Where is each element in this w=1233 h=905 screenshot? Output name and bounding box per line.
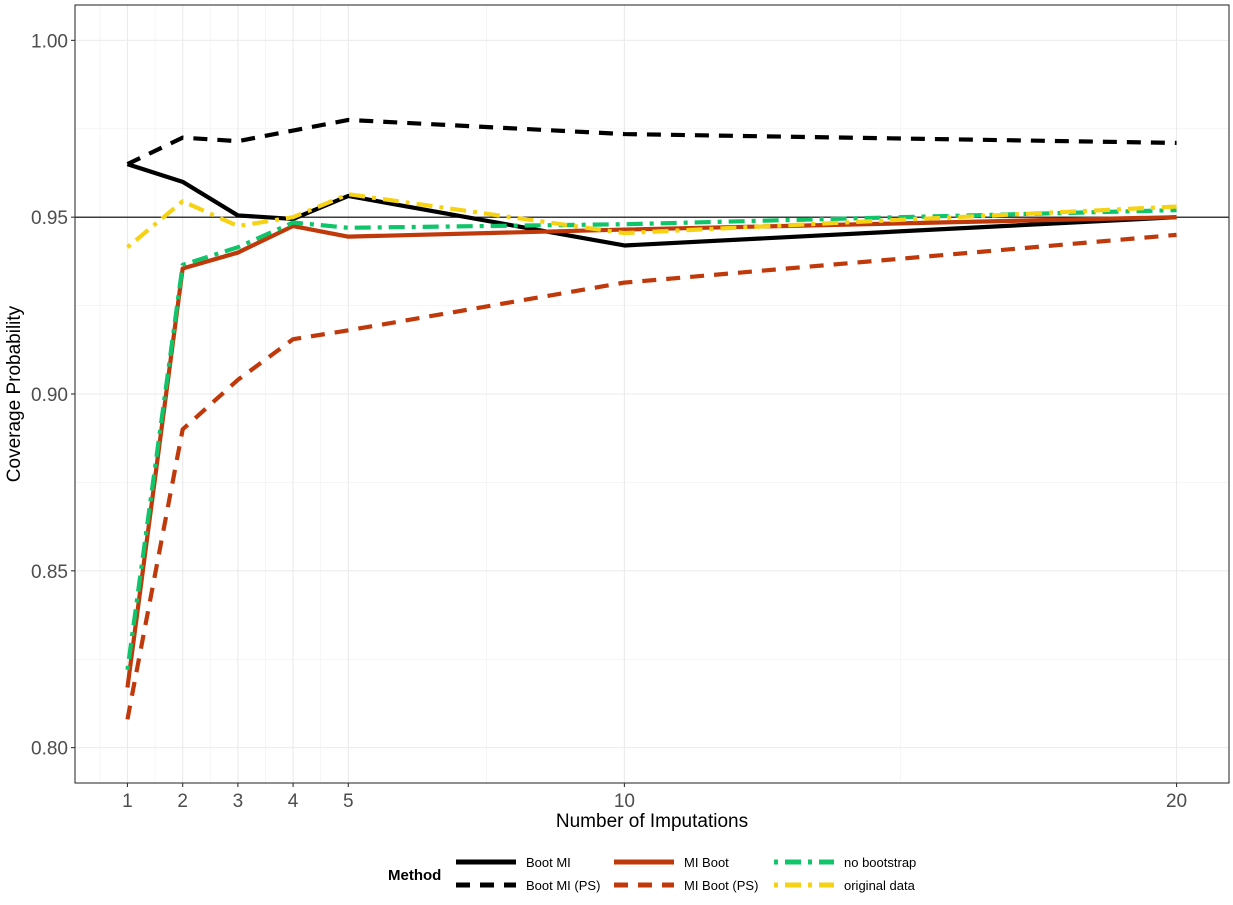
legend-title: Method (388, 867, 441, 884)
legend-label: original data (844, 878, 916, 893)
x-tick-label: 10 (614, 791, 635, 812)
x-tick-label: 4 (288, 791, 299, 812)
y-tick-label: 0.85 (31, 562, 68, 583)
y-tick-label: 0.95 (31, 208, 68, 229)
x-tick-label: 2 (177, 791, 188, 812)
series-line-original-data (126, 192, 1177, 249)
y-axis: 0.80 0.85 0.90 0.95 1.00 (31, 31, 75, 760)
y-tick-label: 0.80 (31, 739, 68, 760)
series-line-boot-mi-ps (126, 117, 1177, 167)
y-axis-title: Coverage Probability (4, 305, 25, 482)
legend-label: Boot MI (526, 855, 571, 870)
y-tick-label: 0.90 (31, 385, 68, 406)
legend-label: no bootstrap (844, 855, 916, 870)
x-tick-label: 20 (1166, 791, 1187, 812)
series-line-mi-boot-ps (125, 232, 1177, 720)
legend-label: MI Boot (PS) (684, 878, 758, 893)
x-tick-label: 5 (343, 791, 354, 812)
y-tick-label: 1.00 (31, 31, 68, 52)
series-line-mi-boot (125, 215, 1177, 688)
x-tick-label: 1 (122, 791, 133, 812)
x-axis-title: Number of Imputations (556, 811, 748, 832)
x-tick-label: 3 (233, 791, 244, 812)
x-axis: 1 2 3 4 5 10 20 (122, 783, 1187, 812)
series-line-no-bootstrap (125, 208, 1177, 671)
legend: Method Boot MI Boot MI (PS) MI Boot MI Boot… (388, 855, 916, 893)
series-layer (125, 117, 1177, 720)
legend-label: Boot MI (PS) (526, 878, 600, 893)
legend-label: MI Boot (684, 855, 729, 870)
